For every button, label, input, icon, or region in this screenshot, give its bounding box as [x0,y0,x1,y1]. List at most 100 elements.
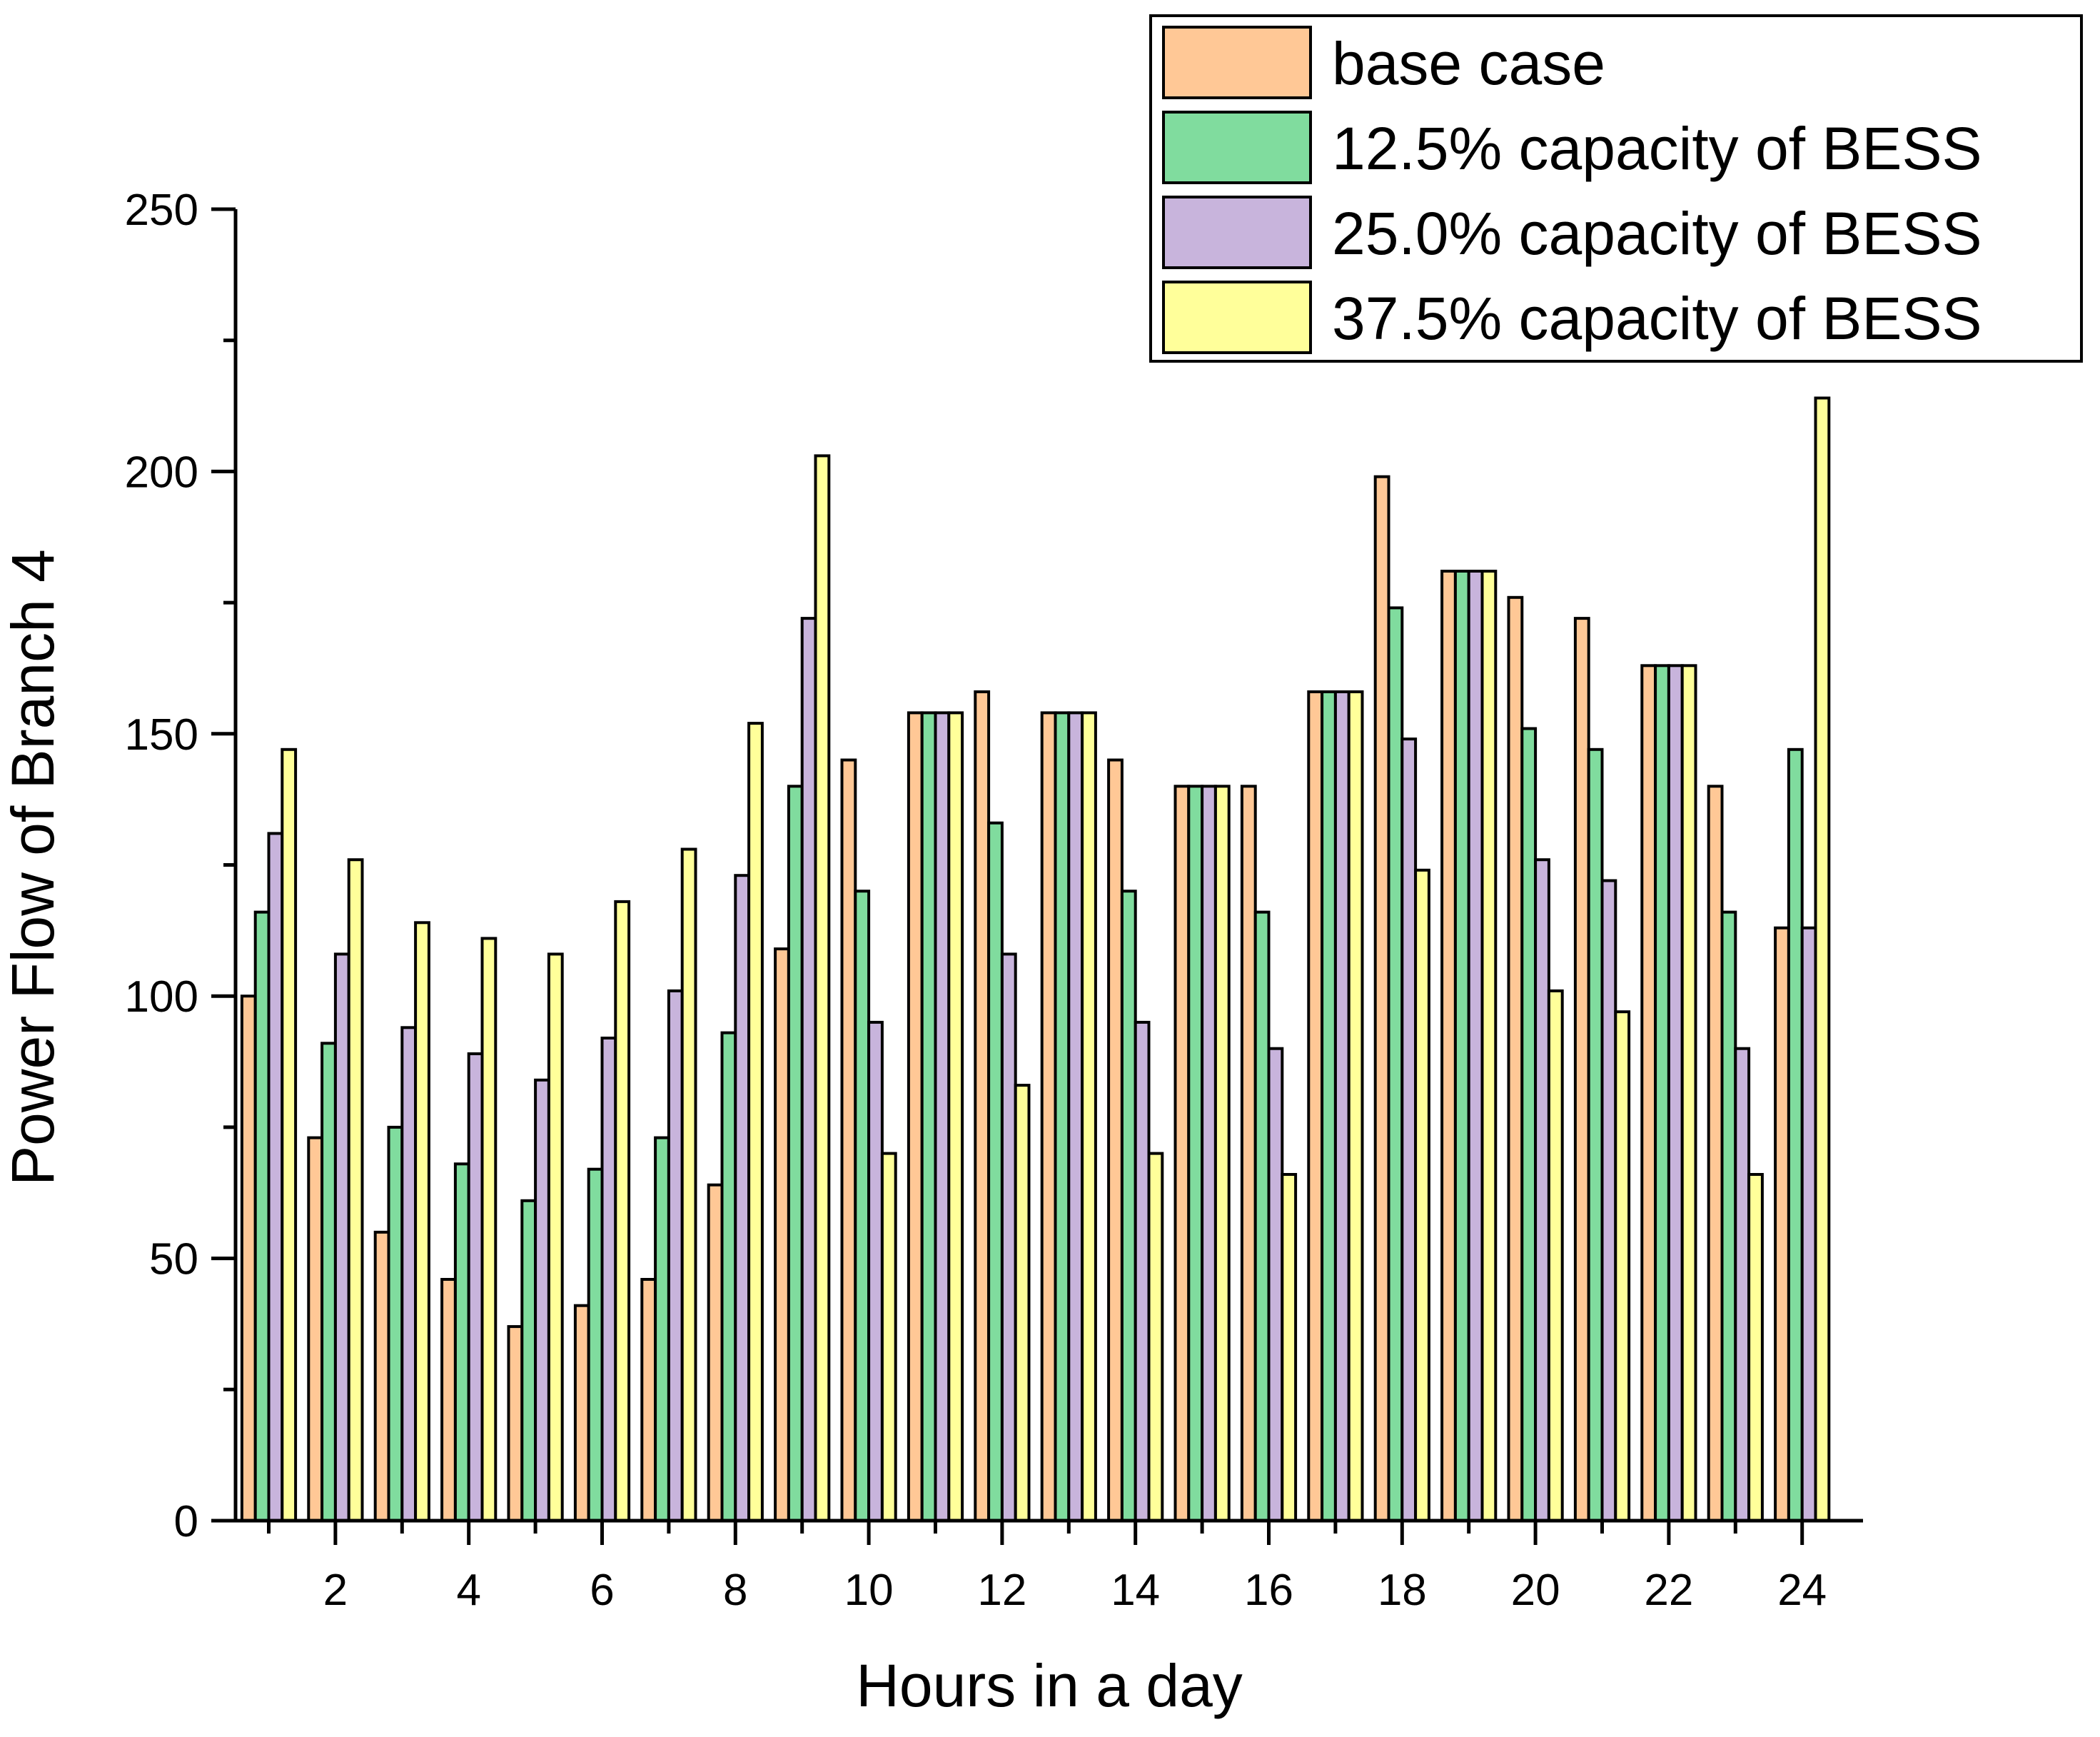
bar-series-4-hour-19 [1480,570,1498,1522]
bar-series-2-hour-19 [1453,570,1470,1522]
bar-series-3-hour-23 [1734,1047,1751,1522]
bar-series-2-hour-2 [320,1042,337,1523]
bar-series-4-hour-18 [1414,868,1430,1523]
bar-series-1-hour-19 [1440,570,1457,1522]
legend-swatch-3 [1162,196,1312,269]
bar-series-4-hour-21 [1614,1010,1631,1522]
legend: base case 12.5% capacity of BESS 25.0% cap… [1149,14,2083,363]
bar-series-1-hour-17 [1307,690,1324,1522]
bar-series-3-hour-7 [667,989,684,1522]
bar-series-4-hour-23 [1747,1173,1764,1522]
bar-series-2-hour-10 [854,890,871,1522]
bar-series-4-hour-9 [814,454,831,1522]
bar-series-3-hour-17 [1333,690,1351,1522]
bar-series-4-hour-10 [880,1152,897,1522]
bar-series-4-hour-13 [1081,711,1097,1522]
bar-series-3-hour-9 [800,617,817,1522]
x-tick-label: 24 [1777,1566,1827,1615]
bar-series-1-hour-24 [1774,926,1790,1522]
bar-series-3-hour-10 [867,1020,884,1522]
bar-series-4-hour-17 [1347,690,1364,1522]
x-tick-label: 6 [590,1566,614,1615]
x-tick-label: 22 [1644,1566,1693,1615]
bar-series-3-hour-20 [1534,858,1550,1522]
bar-series-2-hour-7 [654,1136,670,1522]
bar-series-2-hour-5 [520,1199,537,1523]
bar-series-1-hour-5 [507,1325,524,1522]
bar-series-4-hour-22 [1680,664,1697,1522]
bar-series-4-hour-5 [547,952,564,1522]
bar-series-2-hour-15 [1187,785,1204,1522]
bar-series-1-hour-9 [774,947,790,1522]
bar-series-1-hour-15 [1173,785,1191,1522]
x-tick-label: 12 [977,1566,1026,1615]
bar-series-1-hour-10 [840,758,857,1522]
bar-series-3-hour-15 [1201,785,1217,1522]
x-tick-label: 18 [1378,1566,1427,1615]
bar-series-1-hour-22 [1640,664,1657,1522]
bar-series-4-hour-2 [347,858,364,1522]
bar-series-4-hour-11 [947,711,964,1522]
legend-swatch-2 [1162,111,1312,184]
bar-series-4-hour-15 [1213,785,1231,1522]
bar-series-1-hour-6 [573,1304,590,1522]
x-tick-label: 8 [723,1566,747,1615]
bar-series-2-hour-21 [1587,747,1604,1522]
legend-swatch-4 [1162,281,1312,354]
x-tick-label: 2 [323,1566,348,1615]
x-tick-label: 10 [844,1566,894,1615]
y-tick-label: 100 [125,972,198,1022]
x-axis-title: Hours in a day [856,1652,1243,1719]
bar-series-2-hour-17 [1321,690,1337,1522]
bar-series-3-hour-13 [1067,711,1084,1522]
bar-series-3-hour-12 [1000,952,1017,1522]
bar-series-1-hour-20 [1507,595,1524,1522]
bar-series-3-hour-1 [267,832,284,1522]
bar-series-2-hour-6 [587,1167,604,1522]
bar-series-2-hour-18 [1387,606,1404,1522]
bar-series-1-hour-18 [1373,475,1390,1523]
x-tick-label: 16 [1244,1566,1293,1615]
bar-series-1-hour-4 [440,1278,457,1522]
bar-series-3-hour-19 [1467,570,1484,1522]
bar-series-2-hour-24 [1787,747,1804,1522]
bar-series-2-hour-20 [1520,727,1538,1522]
legend-label-3: 25.0% capacity of BESS [1332,200,1982,267]
legend-label-1: base case [1332,30,1605,97]
bar-series-1-hour-21 [1573,617,1590,1522]
y-tick-label: 250 [125,186,198,235]
bar-series-4-hour-4 [480,937,498,1522]
bar-series-1-hour-7 [640,1278,657,1522]
bar-series-3-hour-16 [1267,1047,1284,1522]
bar-series-3-hour-8 [734,874,751,1522]
bar-series-4-hour-1 [281,747,298,1522]
bar-series-1-hour-13 [1040,711,1057,1522]
y-tick-label: 50 [149,1235,198,1284]
bar-series-4-hour-3 [414,921,430,1523]
bar-series-2-hour-4 [453,1162,470,1523]
bar-group [240,396,1831,1523]
bar-series-2-hour-1 [253,910,271,1522]
bar-series-3-hour-18 [1400,737,1418,1522]
bar-series-4-hour-24 [1814,396,1831,1522]
bar-series-2-hour-13 [1054,711,1071,1522]
bar-series-4-hour-14 [1147,1152,1164,1522]
bar-series-2-hour-14 [1120,890,1137,1522]
y-tick-label: 0 [174,1497,198,1546]
bar-series-3-hour-24 [1800,926,1817,1522]
bar-series-1-hour-14 [1107,758,1124,1522]
bar-series-4-hour-20 [1547,989,1564,1522]
x-ticks: 2 4 6 8 10 12 14 16 18 20 22 24 [267,1521,1827,1615]
y-axis-title: Power Flow of Branch 4 [0,549,66,1186]
bar-series-3-hour-14 [1134,1020,1151,1522]
bar-series-2-hour-9 [787,785,804,1522]
bar-series-4-hour-12 [1014,1084,1031,1522]
bar-series-2-hour-8 [720,1031,737,1522]
x-tick-label: 20 [1511,1566,1560,1615]
bar-series-3-hour-5 [534,1078,550,1523]
legend-label-2: 12.5% capacity of BESS [1332,115,1982,182]
x-tick-label: 4 [456,1566,480,1615]
bar-series-3-hour-11 [934,711,951,1522]
bar-series-2-hour-16 [1253,910,1271,1522]
